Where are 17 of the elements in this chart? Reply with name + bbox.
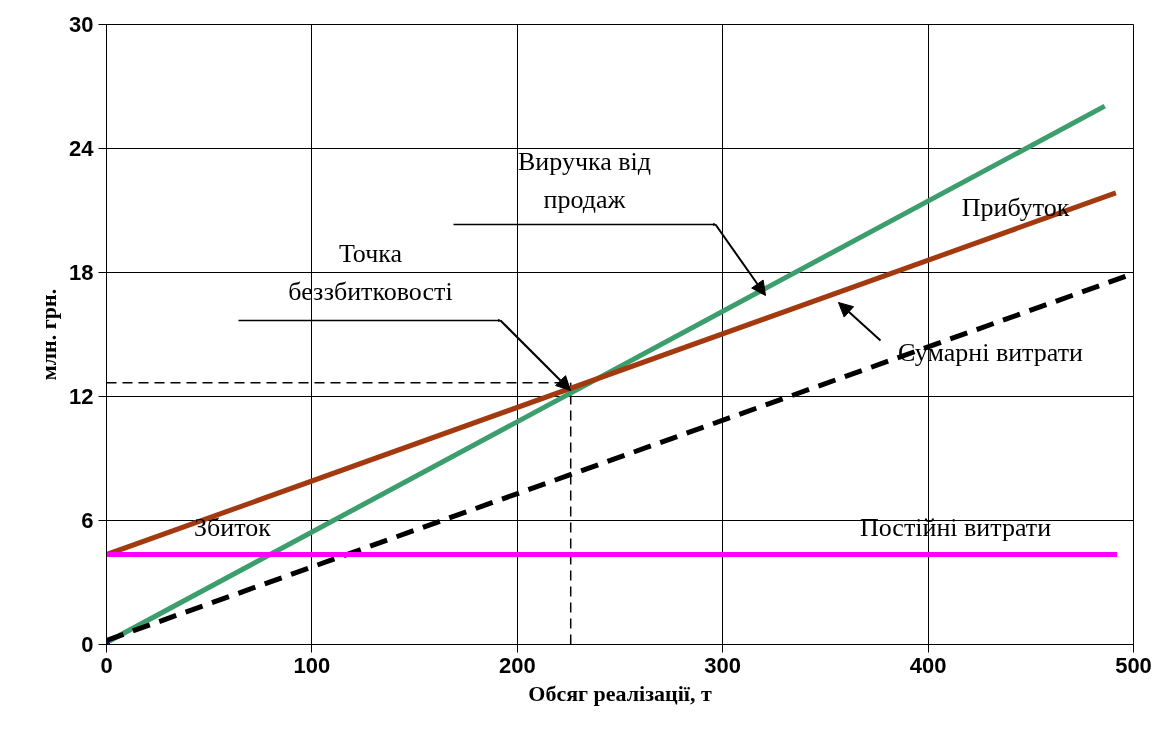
y-axis-title: млн. грн. (36, 288, 62, 381)
x-tick-label: 300 (704, 652, 742, 678)
y-tick-label: 24 (69, 136, 95, 161)
y-tick-label: 18 (69, 260, 94, 285)
annotation: Прибуток (961, 193, 1070, 222)
annotation: Збиток (194, 513, 272, 542)
y-tick-label: 6 (81, 508, 94, 533)
y-tick-label: 0 (81, 632, 94, 657)
x-tick-label: 400 (909, 652, 947, 678)
x-tick-label: 200 (498, 652, 536, 678)
x-tick-label: 0 (100, 652, 113, 678)
x-tick-label: 500 (1115, 652, 1152, 678)
y-tick-label: 30 (69, 12, 94, 37)
x-axis-title: Обсяг реалізації, т (528, 680, 712, 706)
annotation: Виручка від продаж (518, 147, 651, 214)
x-tick-label: 100 (293, 652, 331, 678)
y-tick-label: 12 (69, 384, 94, 409)
